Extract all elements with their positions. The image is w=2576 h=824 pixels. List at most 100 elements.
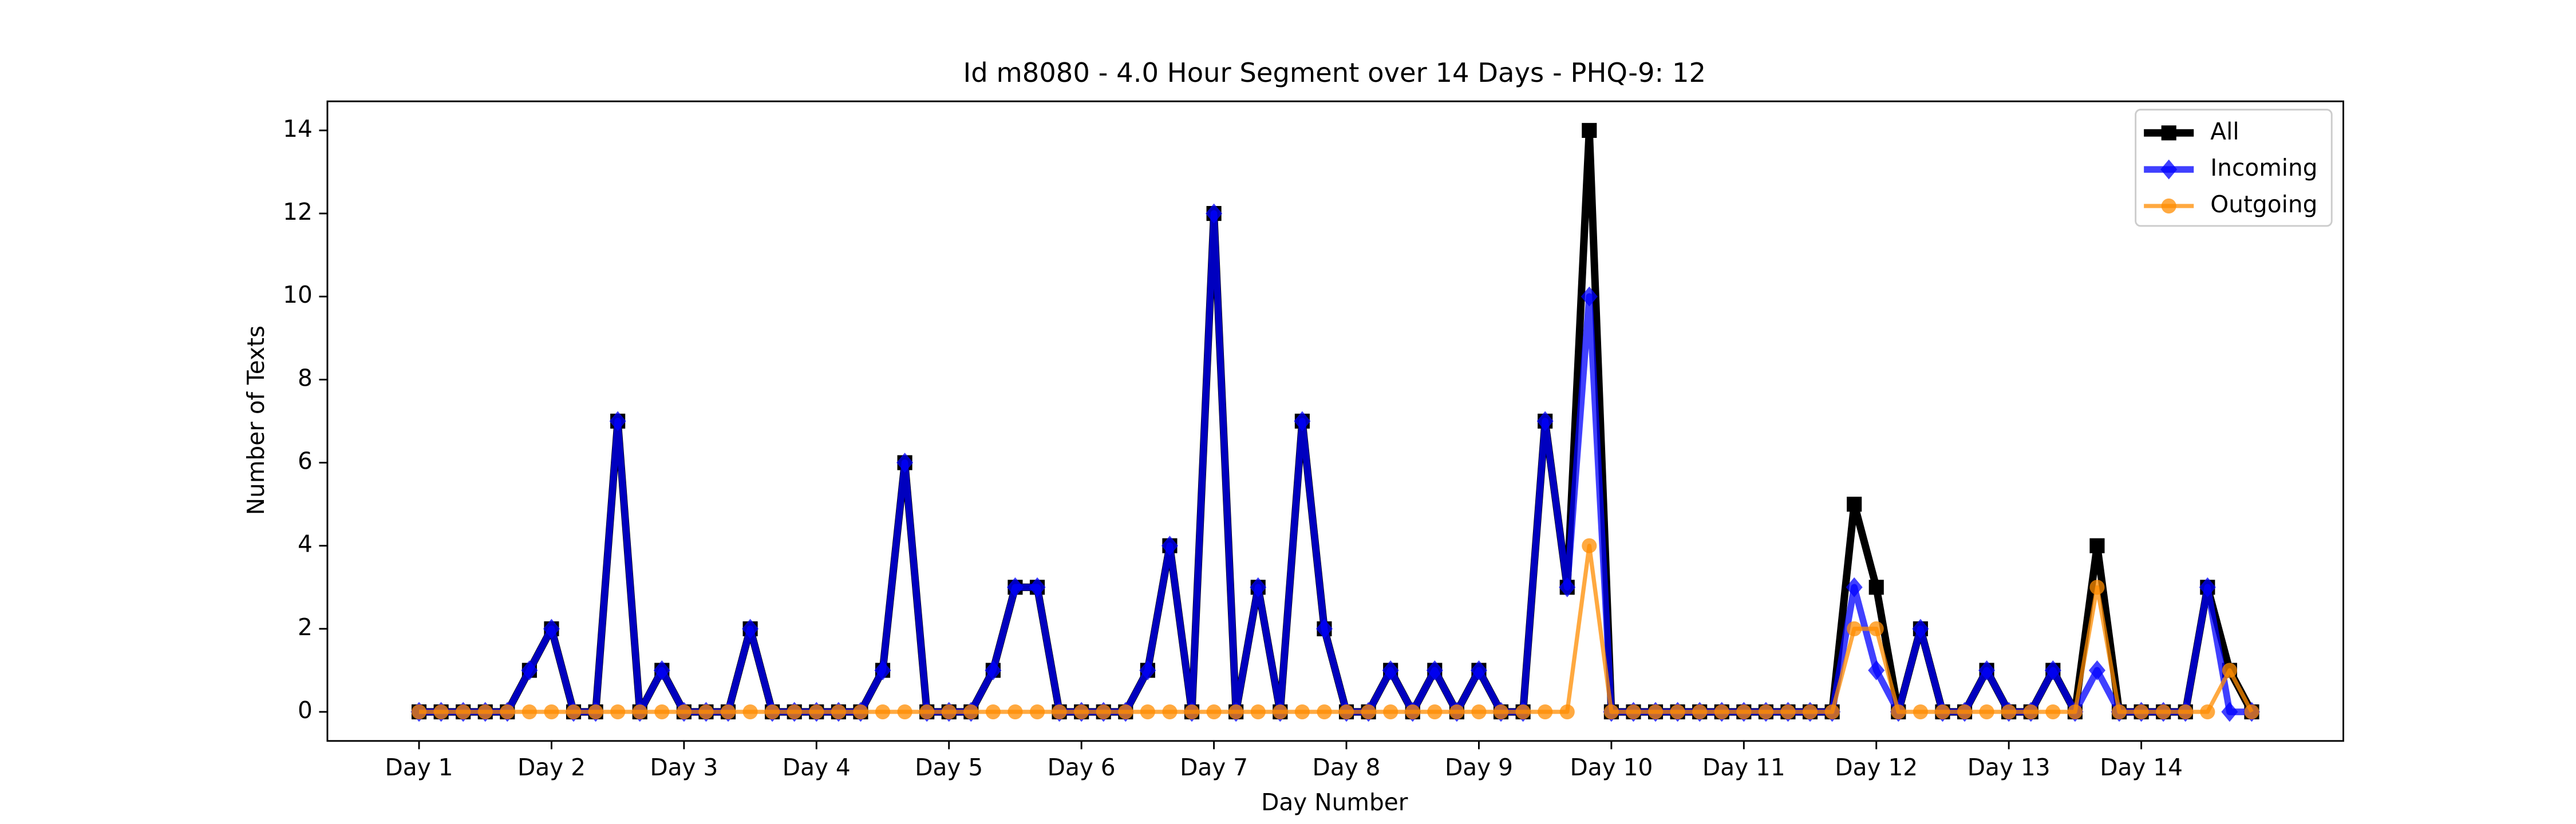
marker: [1935, 704, 1950, 720]
marker: [1891, 704, 1906, 720]
marker: [1139, 660, 1156, 680]
marker: [544, 704, 559, 720]
marker: [1470, 660, 1487, 680]
marker: [896, 453, 914, 473]
marker: [919, 704, 935, 720]
marker: [1029, 704, 1045, 720]
marker: [1471, 704, 1487, 720]
legend-label: All: [2210, 117, 2239, 145]
marker: [1096, 704, 1111, 720]
marker: [1250, 577, 1267, 597]
marker: [1647, 704, 1664, 720]
marker: [1957, 704, 1973, 720]
x-tick-label: Day 13: [1967, 754, 2050, 781]
marker: [1912, 619, 1929, 639]
marker: [2023, 704, 2038, 720]
marker: [874, 660, 891, 680]
marker: [1736, 704, 1752, 720]
marker: [698, 704, 714, 720]
marker: [1317, 704, 1332, 720]
marker: [1228, 704, 1244, 720]
marker: [2111, 704, 2127, 720]
marker: [2244, 704, 2259, 720]
marker: [521, 704, 537, 720]
marker: [1847, 497, 1862, 512]
y-tick-label: 8: [298, 364, 313, 391]
marker: [1868, 580, 1884, 595]
x-tick-label: Day 10: [1570, 754, 1653, 781]
marker: [963, 704, 979, 720]
marker: [787, 704, 802, 720]
marker: [1979, 704, 1994, 720]
marker: [1626, 704, 1641, 720]
marker: [1538, 704, 1553, 720]
marker: [1581, 286, 1598, 307]
marker: [1582, 122, 1597, 138]
marker: [985, 660, 1002, 680]
marker: [1382, 660, 1399, 680]
marker: [653, 660, 670, 680]
marker: [1162, 704, 1178, 720]
marker: [1426, 660, 1443, 680]
marker: [1383, 704, 1398, 720]
marker: [831, 704, 846, 720]
marker: [1692, 704, 1708, 720]
marker: [765, 704, 780, 720]
marker: [1824, 704, 1840, 720]
marker: [2221, 702, 2238, 722]
marker: [1847, 621, 1862, 636]
chart-title: Id m8080 - 4.0 Hour Segment over 14 Days…: [963, 57, 1706, 88]
marker: [742, 704, 758, 720]
marker: [2089, 580, 2105, 595]
legend: All Incoming Outgoing: [2135, 109, 2333, 227]
x-tick-label: Day 1: [385, 754, 453, 781]
marker: [543, 619, 560, 639]
y-tick-label: 2: [298, 613, 313, 641]
x-tick-label: Day 6: [1048, 754, 1116, 781]
marker: [609, 411, 626, 431]
legend-box: [2135, 109, 2333, 227]
legend-marker: [2160, 159, 2178, 180]
y-tick-label: 0: [298, 696, 313, 724]
marker: [941, 704, 957, 720]
marker: [2067, 704, 2083, 720]
marker: [2200, 704, 2215, 720]
marker: [1140, 704, 1155, 720]
x-tick-label: Day 5: [915, 754, 983, 781]
marker: [1670, 704, 1685, 720]
marker: [588, 704, 603, 720]
marker: [2045, 704, 2061, 720]
legend-label: Outgoing: [2210, 191, 2317, 218]
x-axis-label: Day Number: [1261, 789, 1408, 816]
marker: [2178, 704, 2193, 720]
marker: [875, 704, 891, 720]
marker: [566, 704, 582, 720]
marker: [2088, 660, 2105, 680]
marker: [1493, 704, 1509, 720]
marker: [2001, 704, 2017, 720]
legend-marker: [2161, 198, 2176, 214]
marker: [2089, 538, 2105, 553]
marker: [1559, 704, 1575, 720]
x-tick-label: Day 2: [517, 754, 586, 781]
marker: [610, 704, 626, 720]
x-tick-label: Day 12: [1835, 754, 1918, 781]
marker: [853, 704, 868, 720]
marker: [1294, 411, 1311, 431]
marker: [632, 704, 647, 720]
marker: [720, 704, 736, 720]
plot-frame: [326, 100, 2344, 742]
marker: [1273, 704, 1288, 720]
marker: [2134, 704, 2149, 720]
marker: [809, 704, 824, 720]
marker: [2156, 704, 2171, 720]
marker: [1714, 704, 1729, 720]
marker: [1029, 577, 1046, 597]
marker: [1536, 411, 1554, 431]
marker: [742, 619, 759, 639]
marker: [1052, 704, 1067, 720]
marker: [1338, 704, 1354, 720]
y-tick-label: 12: [283, 198, 313, 225]
x-tick-label: Day 4: [783, 754, 851, 781]
y-tick-label: 6: [298, 447, 313, 475]
